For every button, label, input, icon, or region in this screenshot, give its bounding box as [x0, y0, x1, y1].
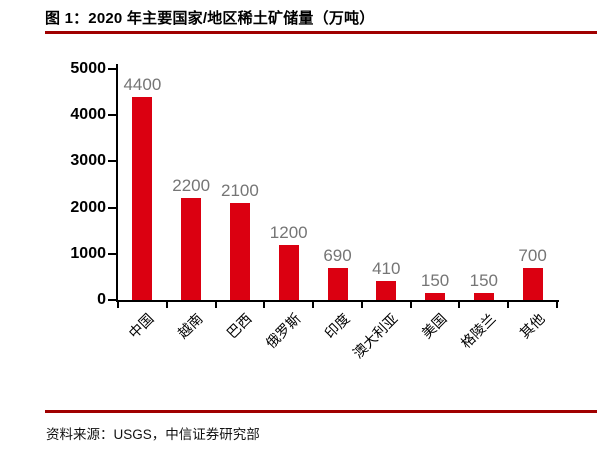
bar-value-label: 700	[518, 245, 547, 265]
bar-越南	[181, 198, 202, 300]
y-axis-tick-label: 2000	[70, 198, 106, 216]
bar-value-label: 1200	[269, 222, 308, 242]
x-axis-tick	[507, 302, 510, 308]
x-axis-tick	[263, 302, 266, 308]
y-axis-tick	[108, 299, 116, 301]
x-axis-category-label: 越南	[174, 310, 206, 342]
x-axis-category-label: 澳大利亚	[349, 310, 401, 362]
x-axis-tick	[360, 302, 363, 308]
x-axis-tick	[165, 302, 168, 308]
y-axis-tick	[108, 68, 116, 70]
bar-中国	[132, 96, 153, 300]
bar-value-label: 410	[372, 259, 401, 279]
bar-其他	[522, 267, 543, 300]
y-axis-tick-label: 0	[97, 291, 106, 308]
y-axis-tick	[108, 160, 116, 163]
bar-澳大利亚	[376, 281, 397, 300]
x-axis-tick	[556, 302, 558, 308]
x-axis-tick	[117, 302, 119, 308]
bar-value-label: 150	[469, 271, 499, 291]
bar-俄罗斯	[278, 244, 299, 300]
x-axis-line	[116, 300, 559, 302]
x-axis-tick	[458, 302, 461, 308]
y-axis-tick-label: 3000	[70, 152, 106, 170]
bar-value-label: 4400	[123, 74, 162, 94]
y-axis-tick	[108, 114, 116, 117]
y-axis-tick-label: 1000	[70, 244, 106, 262]
y-axis-tick-label: 5000	[70, 60, 106, 77]
figure-title: 图 1：2020 年主要国家/地区稀土矿储量（万吨）	[45, 10, 375, 27]
bar-value-label: 150	[420, 271, 450, 291]
y-axis-tick	[108, 206, 116, 209]
y-axis-line	[116, 64, 118, 302]
bar-value-label: 2100	[221, 180, 259, 200]
x-axis-category-label: 巴西	[223, 310, 255, 342]
title-underline	[45, 31, 597, 34]
x-axis-tick	[312, 302, 315, 308]
y-axis-tick-label: 4000	[70, 106, 106, 124]
bar-value-label: 690	[323, 246, 352, 266]
bar-美国	[425, 293, 446, 300]
x-axis-tick	[409, 302, 412, 308]
bar-chart: 0 1000 2000 3000 4000 5000 4400 中国 2200 越南 2100 巴西 1…	[70, 60, 559, 362]
bar-印度	[327, 268, 348, 300]
y-axis-tick	[108, 252, 116, 255]
source-text: 资料来源：USGS，中信证券研究部	[46, 427, 260, 442]
x-axis-category-label: 印度	[320, 310, 353, 342]
x-axis-category-label: 格陵兰	[457, 310, 499, 352]
x-axis-category-label: 俄罗斯	[262, 310, 304, 352]
x-axis-category-label: 其他	[516, 310, 548, 342]
bar-格陵兰	[473, 293, 494, 300]
footer-rule	[45, 410, 597, 413]
bar-value-label: 2200	[172, 176, 211, 196]
x-axis-tick	[214, 302, 217, 308]
bar-巴西	[229, 202, 250, 300]
x-axis-category-label: 美国	[418, 310, 450, 342]
x-axis-category-label: 中国	[125, 310, 157, 342]
